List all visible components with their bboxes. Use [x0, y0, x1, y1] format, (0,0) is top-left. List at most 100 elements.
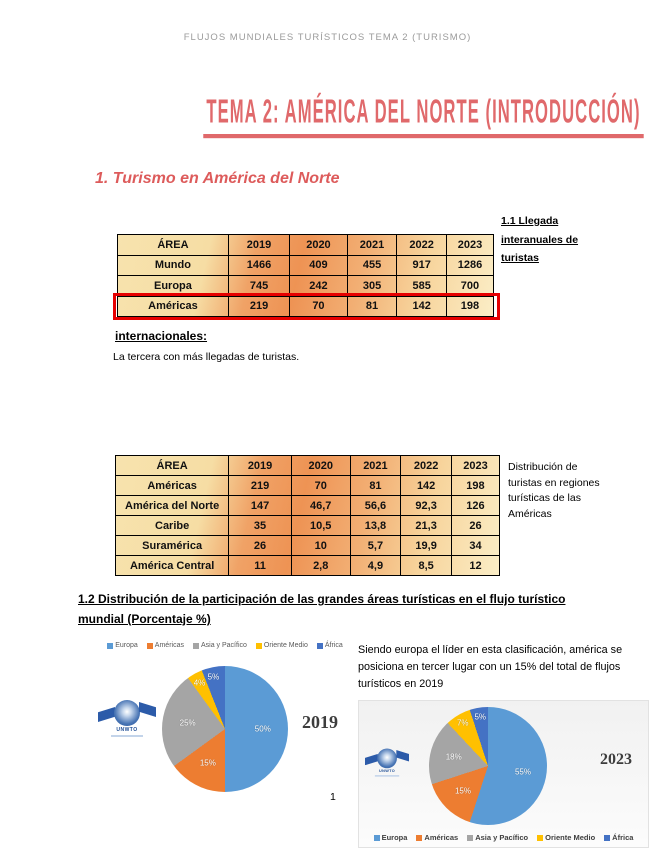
- pie-slice-label: 5%: [207, 672, 220, 682]
- pie-2023-legend: Europa Américas Asia y Pacífico Oriente Med…: [359, 833, 648, 842]
- table-cell: 409: [289, 254, 348, 276]
- pie-slice-label: 4%: [193, 678, 206, 688]
- table-row: América del Norte 147 46,7 56,6 92,3 126: [114, 495, 501, 516]
- heading-1-2-line2: mundial (Porcentaje %): [78, 612, 211, 626]
- table-cell: 11: [228, 555, 292, 576]
- page-header: FLUJOS MUNDIALES TURÍSTICOS TEMA 2 (TURI…: [183, 32, 472, 43]
- logo-text: UNWTO: [378, 769, 396, 774]
- table-row: Suramérica 26 10 5,7 19,9 34: [114, 535, 501, 556]
- unwto-logo: UNWTO: [98, 698, 156, 744]
- data-table: ÁREA 2019 2020 2021 2022 2023 Mundo 1466 409 455 9…: [117, 234, 495, 317]
- legend-item: Asia y Pacífico: [192, 642, 247, 649]
- table-cell: 5,7: [349, 535, 402, 556]
- table-cell: 917: [396, 254, 447, 276]
- legend-label: África: [324, 642, 343, 649]
- table-cell: 12: [450, 555, 501, 576]
- table-header-cell: ÁREA: [117, 234, 229, 256]
- table-cell: 147: [228, 495, 292, 516]
- legend-swatch: [146, 642, 153, 649]
- table-row-label: Américas: [114, 475, 230, 496]
- table-row-label: Suramérica: [114, 535, 230, 556]
- table-cell: 13,8: [349, 515, 402, 536]
- unwto-logo: UNWTO: [365, 747, 410, 782]
- table-cell: 26: [450, 515, 501, 536]
- logo-globe-icon: [114, 700, 140, 726]
- table-row: América Central 11 2,8 4,9 8,5 12: [114, 555, 501, 576]
- legend-item: Europa: [373, 833, 407, 842]
- chart-year-2023: 2023: [600, 751, 632, 768]
- legend-label: Oriente Medio: [263, 642, 308, 649]
- pie-slice-label: 7%: [456, 718, 469, 728]
- legend-label: Asia y Pacífico: [475, 833, 529, 842]
- table-header-cell: 2021: [346, 234, 398, 256]
- table-header-cell: 2020: [290, 455, 351, 476]
- table-row: Mundo 1466 409 455 917 1286: [117, 254, 495, 276]
- table-header-cell: 2021: [349, 455, 402, 476]
- table-cell: 219: [228, 475, 292, 496]
- table-cell: 10,5: [290, 515, 351, 536]
- legend-item: Américas: [146, 642, 184, 649]
- table-cell: 4,9: [349, 555, 402, 576]
- table-cell: 219: [227, 295, 291, 317]
- table-cell: 35: [228, 515, 292, 536]
- legend-swatch: [255, 642, 262, 649]
- table-row: Caribe 35 10,5 13,8 21,3 26: [114, 515, 501, 536]
- table-header-cell: 2020: [289, 234, 348, 256]
- pie-chart-2023: 55% 15% 18% 7% 5%: [429, 707, 547, 825]
- legend-label: Américas: [154, 642, 184, 649]
- legend-item: África: [316, 642, 343, 649]
- table-cell: 142: [396, 295, 447, 317]
- table-header-row: ÁREA 2019 2020 2021 2022 2023: [117, 234, 495, 256]
- legend-label: Europa: [115, 642, 138, 649]
- legend-swatch: [467, 834, 474, 841]
- legend-label: Américas: [424, 833, 459, 842]
- section-heading: 1. Turismo en América del Norte: [95, 170, 340, 187]
- logo-subline: [111, 735, 143, 737]
- regions-table: ÁREA 2019 2020 2021 2022 2023 Américas 219 70 81 1…: [114, 455, 501, 576]
- legend-swatch: [537, 834, 544, 841]
- legend-swatch: [373, 834, 380, 841]
- note-distribucion: Distribución de turistas en regiones tur…: [508, 461, 600, 520]
- table-cell: 305: [346, 275, 398, 297]
- note-tercera: La tercera con más llegadas de turistas.: [113, 351, 300, 363]
- table-row: Europa 745 242 305 585 700: [117, 275, 495, 297]
- table-cell: 8,5: [400, 555, 452, 576]
- heading-1-2: 1.2 Distribución de la participación de …: [78, 589, 608, 629]
- legend-item: Oriente Medio: [537, 833, 595, 842]
- table-row-label: Caribe: [114, 515, 230, 536]
- table-row-label: América del Norte: [114, 495, 230, 516]
- table-row: Américas 219 70 81 142 198: [117, 295, 495, 317]
- table-cell: 198: [450, 475, 501, 496]
- table-header-cell: 2023: [445, 234, 495, 256]
- arrivals-table: ÁREA 2019 2020 2021 2022 2023 Mundo 1466 409 455 9…: [113, 234, 500, 320]
- pie-slice-label: 5%: [474, 712, 487, 722]
- legend-item: África: [604, 833, 633, 842]
- chart-year-2019: 2019: [302, 712, 338, 732]
- table-cell: 19,9: [400, 535, 452, 556]
- table-cell: 56,6: [349, 495, 402, 516]
- logo-subline: [374, 775, 400, 777]
- logo-flag-right: [396, 750, 410, 762]
- legend-swatch: [107, 642, 114, 649]
- heading-1-2-line1: 1.2 Distribución de la participación de …: [78, 592, 566, 606]
- data-table: ÁREA 2019 2020 2021 2022 2023 Américas 219 70 81 1…: [114, 455, 501, 576]
- table-cell: 26: [228, 535, 292, 556]
- table-header-cell: 2019: [228, 455, 292, 476]
- table-cell: 242: [289, 275, 348, 297]
- legend-item: Europa: [107, 642, 138, 649]
- table-cell: 70: [289, 295, 348, 317]
- note-internacionales: internacionales:: [115, 329, 208, 343]
- table-row-label: América Central: [114, 555, 230, 576]
- table-cell: 46,7: [290, 495, 351, 516]
- legend-swatch: [416, 834, 423, 841]
- table-row: Américas 219 70 81 142 198: [114, 475, 501, 496]
- legend-swatch: [604, 834, 611, 841]
- table-header-cell: 2022: [396, 234, 447, 256]
- table-cell: 126: [450, 495, 501, 516]
- pie-slice-label: 25%: [179, 718, 196, 728]
- logo-flag-right: [139, 702, 156, 717]
- legend-label: África: [612, 833, 634, 842]
- pie-slice-label: 15%: [454, 786, 471, 796]
- table-cell: 10: [290, 535, 351, 556]
